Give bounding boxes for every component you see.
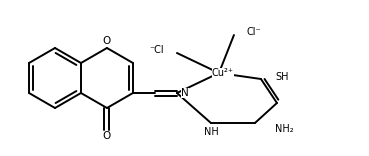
Text: NH₂: NH₂: [275, 124, 294, 134]
Text: Cl⁻: Cl⁻: [247, 27, 262, 37]
Text: NH: NH: [204, 127, 218, 137]
Text: O: O: [103, 36, 111, 46]
Text: SH: SH: [275, 72, 289, 82]
Text: N: N: [181, 88, 189, 98]
Text: Cu²⁺: Cu²⁺: [212, 68, 234, 78]
Text: ⁻Cl: ⁻Cl: [149, 45, 164, 55]
Text: O: O: [103, 131, 111, 141]
